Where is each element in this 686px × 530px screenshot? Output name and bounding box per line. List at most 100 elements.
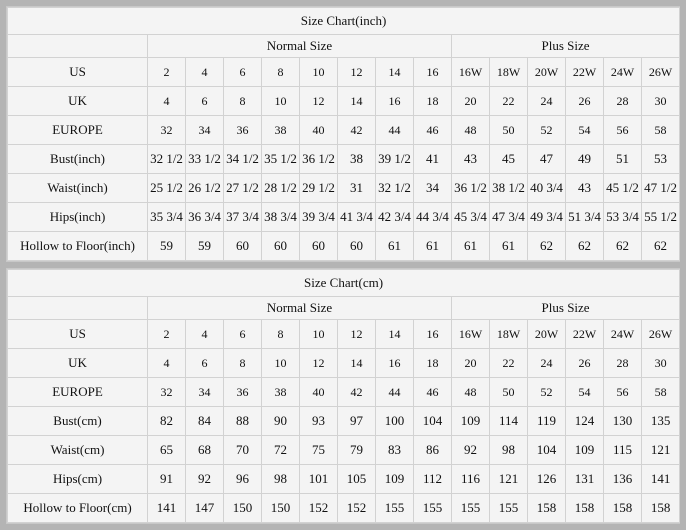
data-cell: 29 1/2 <box>299 173 338 203</box>
data-cell: 45 3/4 <box>451 202 490 232</box>
group-header-blank <box>7 34 148 58</box>
data-cell: 34 1/2 <box>223 144 262 174</box>
data-cell: 38 <box>261 115 300 145</box>
data-cell: 100 <box>375 406 414 436</box>
data-cell: 68 <box>185 435 224 465</box>
data-cell: 58 <box>640 115 681 145</box>
data-cell: 150 <box>223 493 262 523</box>
data-cell: 38 <box>337 144 376 174</box>
data-cell: 61 <box>451 231 490 261</box>
data-cell: 60 <box>261 231 300 261</box>
group-header-row: Normal Size Plus Size <box>7 34 681 58</box>
group-header-blank <box>7 296 148 320</box>
row-label: Hips(cm) <box>7 464 148 494</box>
data-cell: 44 3/4 <box>413 202 452 232</box>
data-cell: 105 <box>337 464 376 494</box>
data-cell: 35 3/4 <box>147 202 186 232</box>
data-cell: 31 <box>337 173 376 203</box>
data-cell: 26 <box>565 348 604 378</box>
size-chart-cm: Size Chart(cm) Normal Size Plus Size US 2 4 6 8… <box>6 268 681 524</box>
data-cell: 16W <box>451 319 490 349</box>
data-cell: 72 <box>261 435 300 465</box>
data-cell: 14 <box>337 348 376 378</box>
table-row: UK 4 6 8 10 12 14 16 18 20 22 24 26 28 30 <box>7 86 681 116</box>
data-cell: 44 <box>375 377 414 407</box>
data-cell: 14 <box>375 57 414 87</box>
data-cell: 112 <box>413 464 452 494</box>
data-cell: 12 <box>337 319 376 349</box>
data-cell: 83 <box>375 435 414 465</box>
data-cell: 130 <box>603 406 642 436</box>
table-row: US 2 4 6 8 10 12 14 16 16W 18W 20W 22W 24W 26W <box>7 319 681 349</box>
group-header-normal-size: Normal Size <box>147 296 452 320</box>
row-label: US <box>7 57 148 87</box>
row-label: Waist(cm) <box>7 435 148 465</box>
data-cell: 20W <box>527 57 566 87</box>
data-cell: 62 <box>603 231 642 261</box>
data-cell: 4 <box>185 319 224 349</box>
data-cell: 131 <box>565 464 604 494</box>
table-row: Bust(inch) 32 1/2 33 1/2 34 1/2 35 1/2 36 1/2… <box>7 144 681 174</box>
data-cell: 56 <box>603 115 642 145</box>
table-row: Hollow to Floor(cm) 141 147 150 150 152 152 155… <box>7 493 681 523</box>
data-cell: 38 1/2 <box>489 173 528 203</box>
data-cell: 14 <box>375 319 414 349</box>
data-cell: 104 <box>527 435 566 465</box>
data-cell: 124 <box>565 406 604 436</box>
data-cell: 16W <box>451 57 490 87</box>
data-cell: 27 1/2 <box>223 173 262 203</box>
data-cell: 109 <box>375 464 414 494</box>
row-label: Waist(inch) <box>7 173 148 203</box>
data-cell: 28 1/2 <box>261 173 300 203</box>
data-cell: 34 <box>413 173 452 203</box>
data-cell: 12 <box>299 348 338 378</box>
data-cell: 4 <box>147 348 186 378</box>
group-header-normal-size: Normal Size <box>147 34 452 58</box>
row-label: UK <box>7 348 148 378</box>
data-cell: 150 <box>261 493 300 523</box>
data-cell: 43 <box>565 173 604 203</box>
data-cell: 43 <box>451 144 490 174</box>
data-cell: 24W <box>603 57 642 87</box>
row-label: EUROPE <box>7 377 148 407</box>
data-cell: 155 <box>413 493 452 523</box>
data-cell: 65 <box>147 435 186 465</box>
table-row: Hollow to Floor(inch) 59 59 60 60 60 60 61 61 61 6… <box>7 231 681 261</box>
data-cell: 147 <box>185 493 224 523</box>
data-cell: 41 3/4 <box>337 202 376 232</box>
data-cell: 36 <box>223 115 262 145</box>
data-cell: 24W <box>603 319 642 349</box>
data-cell: 158 <box>565 493 604 523</box>
chart-title: Size Chart(inch) <box>6 7 681 35</box>
table-row: Waist(cm) 65 68 70 72 75 79 83 86 92 98 104 109 115 12… <box>7 435 681 465</box>
data-cell: 88 <box>223 406 262 436</box>
data-cell: 37 3/4 <box>223 202 262 232</box>
data-cell: 16 <box>375 348 414 378</box>
data-cell: 16 <box>375 86 414 116</box>
data-cell: 14 <box>337 86 376 116</box>
data-cell: 61 <box>489 231 528 261</box>
data-cell: 16 <box>413 57 452 87</box>
data-cell: 60 <box>337 231 376 261</box>
data-cell: 55 1/2 <box>640 202 681 232</box>
data-cell: 42 <box>337 115 376 145</box>
data-cell: 46 <box>413 377 452 407</box>
table-row: Hips(cm) 91 92 96 98 101 105 109 112 116 121 126 131… <box>7 464 681 494</box>
data-cell: 53 <box>640 144 681 174</box>
table-row: US 2 4 6 8 10 12 14 16 16W 18W 20W 22W 24W 26W <box>7 57 681 87</box>
chart-title-row: Size Chart(cm) <box>6 269 681 297</box>
table-row: EUROPE 32 34 36 38 40 42 44 46 48 50 52 54 56 58 <box>7 115 681 145</box>
data-cell: 20 <box>451 348 490 378</box>
data-cell: 10 <box>299 319 338 349</box>
data-cell: 2 <box>147 319 186 349</box>
data-cell: 98 <box>489 435 528 465</box>
data-cell: 48 <box>451 115 490 145</box>
data-cell: 126 <box>527 464 566 494</box>
data-cell: 47 1/2 <box>640 173 681 203</box>
data-cell: 12 <box>299 86 338 116</box>
group-header-plus-size: Plus Size <box>450 34 681 58</box>
table-row: Hips(inch) 35 3/4 36 3/4 37 3/4 38 3/4 39 3/4… <box>7 202 681 232</box>
data-cell: 70 <box>223 435 262 465</box>
data-cell: 155 <box>375 493 414 523</box>
data-cell: 121 <box>640 435 681 465</box>
